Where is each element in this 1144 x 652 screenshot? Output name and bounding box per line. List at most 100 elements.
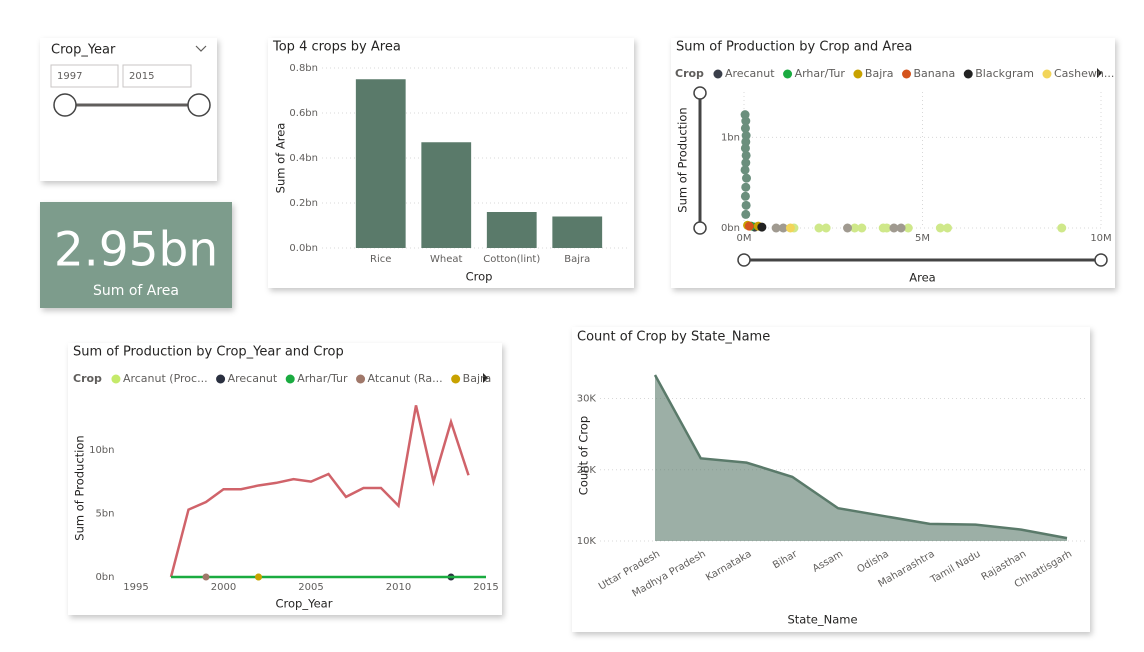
- x-tick-label: 1995: [123, 582, 148, 593]
- x-tick-label: 10M: [1090, 233, 1111, 244]
- y-tick-label: 30K: [577, 394, 597, 405]
- legend-label: Atcanut (Ra...: [368, 372, 443, 385]
- zoom-handle[interactable]: [693, 221, 707, 235]
- legend-title: Crop: [675, 67, 704, 80]
- line: [653, 374, 1068, 540]
- point: [741, 200, 751, 210]
- start-value: 1997: [57, 71, 82, 82]
- legend-marker: [216, 374, 226, 384]
- point: [785, 223, 795, 233]
- zoom-handle[interactable]: [693, 86, 707, 100]
- zoom-handle[interactable]: [737, 253, 751, 267]
- card-label: Sum of Area: [93, 283, 179, 299]
- legend-label: Blackgram: [975, 67, 1034, 80]
- x-tick-label: 5M: [915, 233, 930, 244]
- y-tick-label: 20K: [577, 465, 597, 476]
- bar: [421, 142, 472, 248]
- chart-title: Count of Crop by State_Name: [577, 330, 770, 345]
- end-value: 2015: [129, 71, 154, 82]
- legend-more[interactable]: [1097, 68, 1102, 78]
- point: [741, 158, 751, 168]
- legend-marker: [1042, 69, 1052, 79]
- point: [741, 182, 751, 192]
- bar: [486, 212, 537, 248]
- x-tick-label: 2010: [386, 582, 411, 593]
- zoom-handle[interactable]: [1094, 253, 1108, 267]
- x-tick-label: Wheat: [430, 254, 463, 265]
- x-axis-label: State_Name: [787, 613, 857, 627]
- point: [850, 223, 860, 233]
- legend-marker: [963, 69, 973, 79]
- x-tick-label: 2005: [298, 582, 323, 593]
- legend-label: Bajra: [865, 67, 894, 80]
- chart-title: Top 4 crops by Area: [272, 40, 401, 55]
- legend-marker: [451, 374, 461, 384]
- end-input[interactable]: [122, 64, 192, 88]
- legend-marker: [853, 69, 863, 79]
- start-input[interactable]: [50, 64, 119, 88]
- legend-label: Arecanut: [725, 67, 775, 80]
- legend-label: Arcanut (Proc...: [123, 372, 208, 385]
- legend-label: Bajra: [463, 372, 492, 385]
- x-axis-label: Crop_Year: [276, 597, 333, 611]
- point: [740, 143, 750, 153]
- x-tick-label: Bajra: [564, 254, 590, 265]
- y-tick-label: 5bn: [95, 508, 114, 519]
- point: [741, 209, 751, 219]
- y-axis-label: Sum of Production: [676, 107, 690, 212]
- point: [740, 165, 750, 175]
- y-tick-label: 0.4bn: [289, 153, 318, 164]
- legend-label: Arhar/Tur: [795, 67, 846, 80]
- point: [744, 221, 754, 231]
- y-tick-label: 10bn: [89, 445, 114, 456]
- point: [935, 223, 945, 233]
- x-axis-label: Crop: [466, 270, 493, 284]
- y-tick-label: 0bn: [95, 572, 114, 583]
- point: [771, 223, 781, 233]
- slider-handle[interactable]: [187, 93, 211, 117]
- legend-marker: [902, 69, 912, 79]
- y-tick-label: 0.8bn: [289, 63, 318, 74]
- point: [741, 137, 751, 147]
- legend-marker: [285, 374, 295, 384]
- y-tick-label: 0.0bn: [289, 243, 318, 254]
- legend-label: Cashewn...: [1054, 67, 1114, 80]
- point: [903, 223, 913, 233]
- slider-handle[interactable]: [53, 93, 77, 117]
- legend-marker: [713, 69, 723, 79]
- x-tick-label: 2000: [211, 582, 236, 593]
- chart-title: Sum of Production by Crop and Area: [676, 40, 912, 55]
- point: [889, 223, 899, 233]
- dropdown-icon[interactable]: [195, 45, 207, 52]
- legend-title: Crop: [73, 372, 102, 385]
- y-axis-label: Count of Crop: [577, 416, 591, 495]
- x-tick-label: 0M: [737, 233, 752, 244]
- x-axis-label: Area: [909, 271, 935, 285]
- point: [741, 173, 751, 183]
- area: [655, 374, 1067, 541]
- y-tick-label: 0bn: [721, 223, 740, 234]
- legend-label: Arecanut: [228, 372, 278, 385]
- point: [821, 223, 831, 233]
- y-tick-label: 1bn: [721, 132, 740, 143]
- point: [741, 150, 751, 160]
- line: [169, 405, 470, 578]
- legend-label: Arhar/Tur: [297, 372, 348, 385]
- point: [740, 123, 750, 133]
- point: [202, 573, 210, 581]
- chart-title: Sum of Production by Crop_Year and Crop: [73, 345, 344, 360]
- legend-more[interactable]: [483, 373, 488, 383]
- y-tick-label: 10K: [577, 536, 597, 547]
- point: [896, 223, 906, 233]
- point: [942, 223, 952, 233]
- point: [843, 223, 853, 233]
- y-tick-label: 0.2bn: [289, 198, 318, 209]
- point: [255, 573, 262, 581]
- point: [882, 223, 892, 233]
- legend-label: Banana: [914, 67, 956, 80]
- y-axis-label: Sum of Area: [274, 123, 288, 194]
- point: [741, 116, 751, 126]
- point: [814, 223, 824, 233]
- x-tick-label: Cotton(lint): [483, 254, 540, 265]
